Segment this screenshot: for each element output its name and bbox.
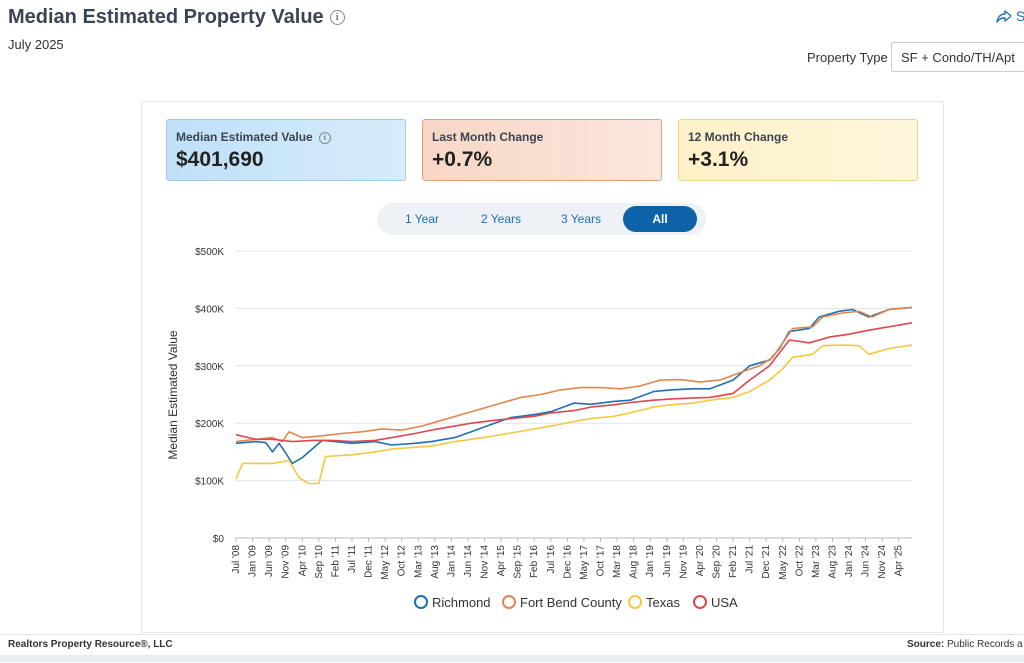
x-tick-label: Dec '21	[761, 545, 772, 579]
series-line-fort-bend-county	[235, 306, 913, 443]
chart-panel	[141, 101, 944, 633]
page-subtitle: July 2025	[8, 37, 64, 52]
y-tick-label: $500K	[195, 247, 224, 258]
property-type-select[interactable]: SF + Condo/TH/Apt	[891, 42, 1024, 72]
legend-item-texas[interactable]: Texas	[628, 595, 680, 610]
median-value-card: Median Estimated Value i $401,690	[166, 119, 406, 181]
y-tick-label: $400K	[195, 304, 224, 315]
range-tabs: 1 Year 2 Years 3 Years All	[377, 203, 706, 235]
x-tick-label: Sep '10	[314, 545, 325, 579]
x-tick-label: Feb '11	[330, 545, 341, 578]
legend-marker	[693, 595, 707, 609]
x-tick-label: Jul '11	[347, 545, 358, 573]
x-tick-label: May '22	[778, 545, 789, 580]
x-tick-label: Jun '09	[264, 545, 275, 577]
x-tick-label: Jan '24	[844, 545, 855, 577]
legend-item-usa[interactable]: USA	[693, 595, 738, 610]
x-tick-label: Apr '10	[297, 545, 308, 577]
legend-label: Fort Bend County	[520, 595, 622, 610]
card-value: $401,690	[176, 148, 264, 171]
y-tick-label: $200K	[195, 419, 224, 430]
series-line-usa	[235, 322, 913, 443]
footer-bar	[0, 655, 1024, 662]
x-tick-label: Jun '19	[662, 545, 673, 577]
legend-item-fort-bend-county[interactable]: Fort Bend County	[502, 595, 622, 610]
x-tick-label: Jan '09	[248, 545, 259, 577]
card-label-text: Median Estimated Value	[176, 130, 313, 144]
tab-all[interactable]: All	[623, 206, 697, 232]
y-tick-label: $300K	[195, 362, 224, 373]
x-tick-label: Feb '16	[529, 545, 540, 578]
x-tick-label: Jan '14	[446, 545, 457, 577]
card-label: 12 Month Change	[688, 130, 789, 144]
x-tick-label: Aug '18	[629, 545, 640, 579]
x-tick-label: Aug '13	[430, 545, 441, 579]
x-tick-label: May '12	[380, 545, 391, 580]
12-month-change-card: 12 Month Change +3.1%	[678, 119, 918, 181]
x-tick-label: Mar '23	[811, 545, 822, 578]
x-tick-label: Jun '14	[463, 545, 474, 577]
source-value: Public Records a	[947, 639, 1023, 650]
x-tick-label: Sep '20	[711, 545, 722, 579]
info-icon[interactable]: i	[329, 10, 345, 26]
x-tick-label: Oct '12	[397, 545, 408, 577]
x-tick-label: Sep '15	[513, 545, 524, 579]
share-button[interactable]: S	[996, 8, 1024, 24]
legend-marker	[628, 595, 642, 609]
card-value: +0.7%	[432, 148, 493, 171]
legend-marker	[502, 595, 516, 609]
page-title: Median Estimated Property Value i	[8, 6, 345, 29]
card-value: +3.1%	[688, 148, 749, 171]
share-label: S	[1015, 8, 1024, 24]
x-tick-label: Nov '19	[678, 545, 689, 579]
x-tick-label: Nov '24	[877, 545, 888, 579]
series-line-richmond	[235, 306, 913, 465]
card-label: Median Estimated Value i	[176, 130, 396, 144]
x-tick-label: Jul '16	[546, 545, 557, 574]
info-icon[interactable]: i	[318, 131, 331, 144]
x-tick-label: Apr '25	[894, 545, 905, 577]
tab-1-year[interactable]: 1 Year	[404, 212, 440, 226]
legend-marker	[414, 595, 428, 609]
x-tick-label: Mar '18	[612, 545, 623, 578]
x-tick-label: Aug '23	[827, 545, 838, 579]
x-tick-label: Dec '16	[562, 545, 573, 579]
y-tick-label: $100K	[195, 477, 224, 488]
x-tick-label: Jun '24	[861, 545, 872, 577]
last-month-change-card: Last Month Change +0.7%	[422, 119, 662, 181]
card-label: Last Month Change	[432, 130, 544, 144]
tab-3-years[interactable]: 3 Years	[560, 212, 602, 226]
footer-source: Source: Public Records a	[907, 639, 1023, 650]
y-tick-label: $0	[213, 534, 225, 545]
x-tick-label: Nov '09	[281, 545, 292, 579]
x-tick-label: Jan '19	[645, 545, 656, 577]
y-axis-title: Median Estimated Value	[166, 330, 180, 460]
x-tick-label: Oct '17	[596, 545, 607, 577]
x-tick-label: Apr '20	[695, 545, 706, 577]
x-tick-label: May '17	[579, 545, 590, 580]
x-tick-label: Feb '21	[728, 545, 739, 578]
x-tick-label: Apr '15	[496, 545, 507, 577]
legend-label: USA	[711, 595, 738, 610]
x-tick-label: Jul '21	[745, 545, 756, 574]
page-title-text: Median Estimated Property Value	[8, 6, 324, 28]
source-label: Source:	[907, 639, 945, 650]
footer-credit: Realtors Property Resource®, LLC	[8, 639, 173, 650]
x-tick-label: Nov '14	[480, 545, 491, 579]
x-tick-label: Mar '13	[413, 545, 424, 578]
x-tick-label: Jul '08	[231, 545, 242, 574]
series-line-texas	[235, 344, 913, 485]
x-tick-label: Dec '11	[364, 545, 375, 578]
share-icon	[996, 10, 1012, 23]
tab-2-years[interactable]: 2 Years	[480, 212, 522, 226]
x-tick-label: Oct '22	[794, 545, 805, 577]
legend-item-richmond[interactable]: Richmond	[414, 595, 491, 610]
legend-label: Richmond	[432, 595, 491, 610]
legend-label: Texas	[646, 595, 680, 610]
property-type-label: Property Type	[807, 50, 888, 65]
